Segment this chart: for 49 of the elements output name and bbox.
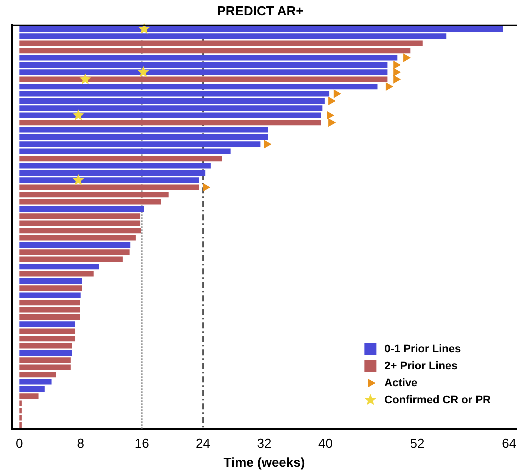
point	[138, 66, 150, 78]
point	[404, 54, 411, 62]
point	[203, 184, 210, 192]
bar	[20, 76, 388, 82]
bar	[20, 350, 72, 356]
x-tick-label: 8	[77, 436, 84, 452]
point	[80, 74, 92, 84]
chart-title: PREDICT AR+	[217, 3, 304, 18]
point	[394, 76, 401, 84]
bar	[20, 256, 123, 262]
point	[328, 118, 336, 127]
bar	[20, 286, 82, 292]
bar	[20, 358, 71, 364]
point	[328, 97, 336, 106]
legend-label: 2+ Prior Lines	[384, 360, 458, 372]
point	[327, 112, 334, 120]
bar	[20, 112, 322, 118]
x-tick-label: 64	[502, 436, 517, 452]
point	[138, 23, 150, 34]
point	[72, 110, 84, 120]
point	[264, 140, 272, 148]
bar	[20, 156, 222, 162]
bar	[20, 242, 131, 248]
point	[72, 174, 84, 186]
point	[394, 61, 401, 70]
bar	[20, 206, 144, 212]
legend-label: 0-1 Prior Lines	[384, 343, 462, 356]
bar	[20, 264, 100, 270]
bar	[20, 120, 322, 126]
x-tick-label: 0	[16, 436, 24, 452]
x-tick-label: 52	[410, 436, 425, 452]
x-axis-title: Time (weeks)	[224, 454, 306, 470]
legend-label: Confirmed CR or PR	[384, 394, 492, 406]
bar	[20, 292, 81, 298]
point	[334, 90, 341, 98]
bar	[20, 214, 141, 220]
bar	[20, 250, 130, 256]
legend-label: Active	[384, 377, 418, 390]
bar	[20, 148, 231, 154]
bar	[20, 271, 94, 277]
x-tick-label: 32	[257, 436, 272, 452]
bar	[20, 322, 76, 328]
point	[394, 68, 401, 76]
x-tick-label: 24	[196, 436, 211, 452]
x-tick-label: 40	[318, 436, 333, 452]
point	[386, 82, 393, 91]
bar	[20, 394, 39, 400]
x-tick-label: 16	[134, 436, 150, 452]
bar	[20, 278, 82, 284]
